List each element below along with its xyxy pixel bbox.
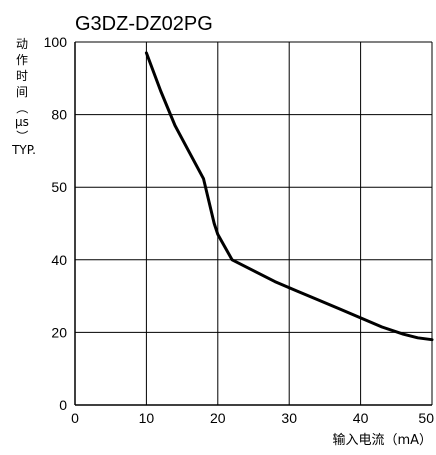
axes — [74, 42, 432, 406]
y-axis-label-line-5: μs — [15, 115, 29, 129]
x-tick-label: 30 — [281, 410, 297, 426]
tick-labels: 0 10 20 30 40 50 0 20 40 50 80 100 — [44, 34, 435, 426]
x-tick-label: 50 — [418, 410, 434, 426]
y-tick-label: 100 — [44, 34, 68, 50]
chart-title: G3DZ-DZ02PG — [75, 13, 213, 35]
series-line — [144, 51, 434, 342]
x-tick-label: 10 — [139, 410, 155, 426]
x-tick-label: 40 — [353, 410, 369, 426]
x-tick-label: 0 — [71, 410, 79, 426]
y-axis-label-line-0: 动 — [16, 37, 28, 51]
y-axis-label: 动 作 时 间 （ μs ） TYP. — [11, 37, 36, 157]
y-axis-label-line-3: 间 — [16, 85, 28, 99]
y-axis-label-line-1: 作 — [16, 53, 28, 67]
y-axis-label-line-7: TYP. — [11, 143, 36, 157]
y-tick-label: 20 — [51, 324, 67, 340]
y-tick-label: 50 — [51, 179, 67, 195]
grid — [75, 41, 433, 405]
y-tick-label: 0 — [59, 397, 67, 413]
y-axis-label-line-2: 时 — [16, 69, 28, 83]
y-axis-label-line-4: （ — [15, 102, 29, 114]
y-axis-label-line-6: ） — [15, 130, 29, 142]
y-tick-label: 40 — [51, 252, 67, 268]
y-tick-label: 80 — [51, 107, 67, 123]
x-axis-label: 输入电流（mA） — [332, 432, 432, 448]
series-layer — [144, 51, 434, 342]
x-tick-label: 20 — [210, 410, 226, 426]
